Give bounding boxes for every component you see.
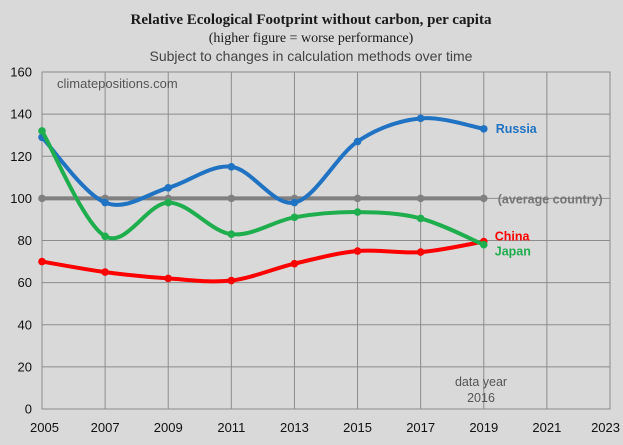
y-tick-label: 100	[10, 191, 32, 206]
data-point	[353, 137, 362, 146]
y-tick-label: 40	[18, 317, 32, 332]
data-point	[290, 213, 299, 222]
x-tick-label: 2009	[154, 420, 183, 435]
x-tick-label: 2019	[469, 420, 498, 435]
x-tick-label: 2005	[30, 420, 59, 435]
series-layer	[38, 114, 488, 285]
data-point	[353, 208, 362, 216]
data-point	[290, 259, 299, 268]
chart-subtitle-note: Subject to changes in calculation method…	[150, 48, 473, 64]
data-point	[38, 257, 46, 266]
x-axis-ticks: 2005 2007 2009 2011 2013 2015 2017 2019 2021 2023	[30, 420, 620, 435]
data-point	[164, 274, 173, 283]
y-tick-label: 20	[18, 359, 32, 374]
data-point	[416, 194, 425, 203]
data-point	[227, 276, 236, 285]
data-point	[353, 194, 362, 203]
data-point	[353, 247, 362, 255]
grid-lines	[42, 72, 610, 409]
y-tick-label: 160	[10, 65, 32, 80]
chart-title: Relative Ecological Footprint without ca…	[131, 12, 492, 28]
series-label-average-country: (average country)	[498, 192, 603, 206]
x-tick-label: 2007	[91, 420, 120, 435]
data-point	[101, 232, 109, 241]
chart-subtitle: (higher figure = worse performance)	[209, 31, 414, 46]
series-label-japan: Japan	[495, 245, 531, 259]
series-average-country	[38, 194, 488, 203]
series-label-russia: Russia	[496, 122, 538, 136]
data-point	[227, 230, 236, 238]
watermark: climatepositions.com	[57, 76, 178, 91]
data-point	[38, 127, 46, 135]
data-year-value: 2016	[467, 391, 495, 405]
data-point	[164, 198, 173, 207]
y-tick-label: 120	[10, 149, 32, 164]
data-point	[290, 198, 299, 207]
series-china	[38, 237, 488, 285]
data-point	[479, 125, 488, 133]
data-point	[416, 114, 425, 123]
x-tick-label: 2023	[591, 420, 620, 435]
data-point	[101, 268, 109, 276]
data-point	[227, 162, 236, 171]
series-japan	[38, 127, 488, 249]
y-axis-ticks: 0 20 40 60 80 100 120 140 160	[10, 65, 32, 417]
x-tick-label: 2013	[280, 420, 309, 435]
data-point	[227, 194, 236, 203]
data-point	[101, 198, 109, 207]
data-year-note: data year	[455, 375, 507, 389]
x-tick-label: 2015	[343, 420, 372, 435]
data-point	[164, 184, 173, 192]
y-tick-label: 0	[25, 402, 32, 417]
x-tick-label: 2017	[406, 420, 435, 435]
data-point	[38, 194, 46, 203]
x-tick-label: 2011	[217, 420, 245, 435]
series-label-china: China	[495, 230, 531, 244]
data-point	[416, 214, 425, 223]
x-tick-label: 2021	[532, 420, 561, 435]
data-point	[479, 240, 488, 249]
series-russia	[38, 114, 488, 207]
y-tick-label: 60	[18, 275, 32, 290]
data-point	[479, 194, 488, 203]
y-tick-label: 140	[10, 107, 32, 122]
y-tick-label: 80	[18, 233, 32, 248]
data-point	[416, 248, 425, 256]
